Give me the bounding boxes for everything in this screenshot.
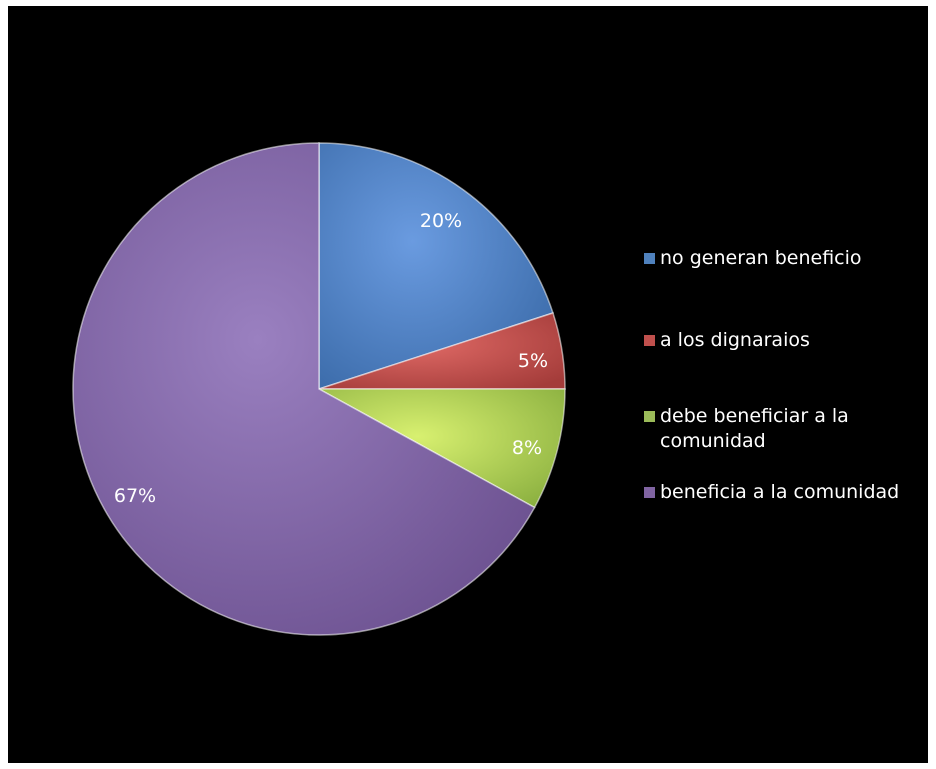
chart-area: 20% 5% 8% 67% no generan beneficio a los di… xyxy=(8,6,928,763)
legend-swatch xyxy=(644,335,655,346)
legend-item-debe-beneficiar: debe beneficiar a la comunidad xyxy=(644,404,894,454)
legend-label: a los dignaraios xyxy=(660,329,810,351)
legend-label: no generan beneficio xyxy=(660,247,862,269)
slice-percent-label: 67% xyxy=(114,485,156,507)
legend-swatch xyxy=(644,411,655,422)
slice-debe-beneficiar xyxy=(318,388,566,509)
pie-chart: 20% 5% 8% 67% xyxy=(72,142,566,636)
legend-item-a-los-dignaraios: a los dignaraios xyxy=(644,328,810,353)
legend-label: beneficia a la comunidad xyxy=(660,481,900,503)
slice-no-generan-beneficio xyxy=(318,142,554,391)
legend-swatch xyxy=(644,253,655,264)
legend-label: debe beneficiar a la comunidad xyxy=(660,405,849,452)
legend-item-no-generan-beneficio: no generan beneficio xyxy=(644,246,862,271)
slice-percent-label: 5% xyxy=(518,350,548,372)
slice-percent-label: 20% xyxy=(420,210,462,232)
slice-beneficia-a-la-comunidad xyxy=(72,142,536,636)
legend-item-beneficia-a-la-comunidad: beneficia a la comunidad xyxy=(644,480,899,505)
slice-percent-label: 8% xyxy=(512,437,542,459)
legend-swatch xyxy=(644,487,655,498)
